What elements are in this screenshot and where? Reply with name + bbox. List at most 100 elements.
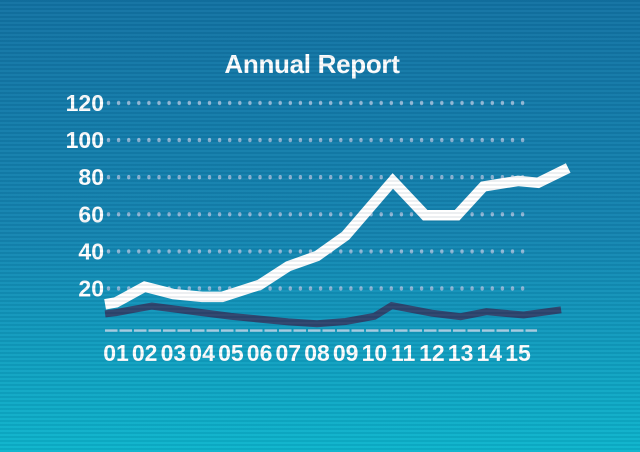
gridline-dot (409, 212, 414, 217)
gridline-dot (490, 137, 494, 143)
gridline-dot (359, 286, 363, 291)
gridline-dot (419, 249, 424, 254)
gridline-dot (217, 100, 222, 106)
gridline-dot (116, 212, 121, 217)
gridline-dot (359, 249, 363, 254)
chart-title: Annual Report (224, 49, 400, 79)
gridline-dot (268, 175, 272, 180)
gridline-dot (258, 175, 262, 180)
gridline-dots-row (106, 249, 525, 254)
gridline-dot (409, 137, 414, 143)
gridline-dot (318, 212, 323, 217)
gridline-dot (379, 137, 383, 143)
gridline-dot (167, 100, 171, 106)
gridline-dot (470, 212, 474, 217)
gridline-dot (217, 137, 222, 143)
gridline-dot (167, 137, 171, 143)
gridline-dot (278, 100, 282, 106)
gridline-dot (258, 137, 262, 143)
gridline-dots-row (106, 175, 525, 180)
gridline-dot (147, 137, 151, 143)
gridline-dot (127, 249, 131, 254)
gridline-dot (258, 212, 262, 217)
gridline-dot (106, 100, 111, 106)
x-axis-tick-label: 15 (505, 340, 531, 366)
gridline-dot (248, 137, 252, 143)
x-axis-tick-label: 05 (218, 340, 244, 366)
gridline-dot (197, 100, 202, 106)
gridline-dot (177, 212, 181, 217)
gridline-dot (288, 100, 292, 106)
gridline-dot (298, 100, 303, 106)
gridline-dot (157, 212, 161, 217)
gridline-dot (399, 212, 404, 217)
gridline-dot (197, 137, 202, 143)
gridline-dot (480, 212, 484, 217)
gridline-dot (409, 175, 414, 180)
gridline-dot (470, 175, 474, 180)
gridline-dot (298, 286, 303, 291)
gridline-dot (258, 100, 262, 106)
gridline-dot (329, 212, 333, 217)
gridline-dot (127, 137, 131, 143)
gridline-dot (217, 212, 222, 217)
gridline-dot (207, 249, 212, 254)
gridline-dot (228, 212, 232, 217)
gridline-dot (389, 249, 393, 254)
gridline-dot (430, 175, 434, 180)
gridline-dot (228, 249, 232, 254)
gridline-dot (430, 286, 434, 291)
gridline-dot (419, 100, 424, 106)
gridline-dot (379, 175, 383, 180)
gridline-dot (187, 212, 191, 217)
gridline-dot (197, 249, 202, 254)
gridline-dot (238, 100, 242, 106)
gridline-dot (510, 212, 515, 217)
gridline-dot (430, 137, 434, 143)
gridline-dot (177, 175, 181, 180)
gridline-dot (359, 175, 363, 180)
gridline-dot (288, 137, 292, 143)
gridline-dot (500, 249, 505, 254)
y-axis-tick-label: 60 (78, 201, 104, 227)
gridline-dot (268, 249, 272, 254)
gridline-dot (470, 137, 474, 143)
gridline-dot (207, 286, 212, 291)
gridline-dot (147, 175, 151, 180)
gridline-dot (510, 137, 515, 143)
gridline-dot (137, 212, 141, 217)
gridline-dot (298, 137, 303, 143)
gridline-dot (339, 286, 343, 291)
gridline-dots-row (106, 100, 525, 106)
gridline-dot (288, 249, 292, 254)
gridline-dot (369, 137, 373, 143)
gridline-dot (329, 175, 333, 180)
gridline-dot (450, 100, 454, 106)
gridline-dot (339, 212, 343, 217)
x-axis-tick-label: 04 (189, 340, 215, 366)
gridline-dot (127, 212, 131, 217)
gridline-dot (207, 100, 212, 106)
x-axis-tick-label: 13 (448, 340, 474, 366)
gridline-dot (187, 286, 191, 291)
x-axis-tick-label: 14 (477, 340, 503, 366)
gridline-dot (116, 100, 121, 106)
gridline-dot (399, 137, 404, 143)
gridline-dot (419, 137, 424, 143)
gridline-dot (197, 175, 202, 180)
gridline-dot (460, 286, 464, 291)
gridline-dot (288, 286, 292, 291)
gridline-dot (157, 137, 161, 143)
gridline-dot (248, 100, 252, 106)
y-axis-tick-label: 120 (66, 90, 104, 116)
gridline-dot (278, 175, 282, 180)
gridline-dot (288, 175, 292, 180)
gridline-dot (238, 175, 242, 180)
x-axis-tick-label: 08 (304, 340, 330, 366)
gridline-dot (480, 100, 484, 106)
gridline-dot (147, 212, 151, 217)
gridline-dot (308, 137, 313, 143)
gridline-dot (359, 137, 363, 143)
gridline-dot (470, 249, 474, 254)
